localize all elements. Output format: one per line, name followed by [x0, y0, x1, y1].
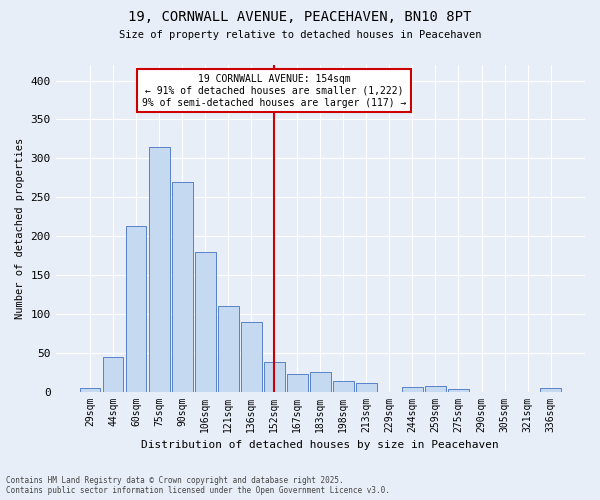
Bar [172, 182, 193, 392]
X-axis label: Distribution of detached houses by size in Peacehaven: Distribution of detached houses by size … [142, 440, 499, 450]
Bar [241, 322, 262, 392]
Text: Contains HM Land Registry data © Crown copyright and database right 2025.
Contai: Contains HM Land Registry data © Crown c… [6, 476, 390, 495]
Text: 19 CORNWALL AVENUE: 154sqm
← 91% of detached houses are smaller (1,222)
9% of se: 19 CORNWALL AVENUE: 154sqm ← 91% of deta… [142, 74, 406, 108]
Bar [195, 252, 215, 392]
Bar [80, 388, 100, 392]
Bar [287, 374, 308, 392]
Bar [218, 306, 239, 392]
Bar [149, 146, 170, 392]
Bar [264, 362, 284, 392]
Text: Size of property relative to detached houses in Peacehaven: Size of property relative to detached ho… [119, 30, 481, 40]
Bar [356, 383, 377, 392]
Bar [310, 372, 331, 392]
Bar [425, 386, 446, 392]
Bar [103, 358, 124, 392]
Bar [333, 380, 354, 392]
Bar [540, 388, 561, 392]
Bar [402, 387, 423, 392]
Text: 19, CORNWALL AVENUE, PEACEHAVEN, BN10 8PT: 19, CORNWALL AVENUE, PEACEHAVEN, BN10 8P… [128, 10, 472, 24]
Y-axis label: Number of detached properties: Number of detached properties [15, 138, 25, 319]
Bar [448, 389, 469, 392]
Bar [126, 226, 146, 392]
